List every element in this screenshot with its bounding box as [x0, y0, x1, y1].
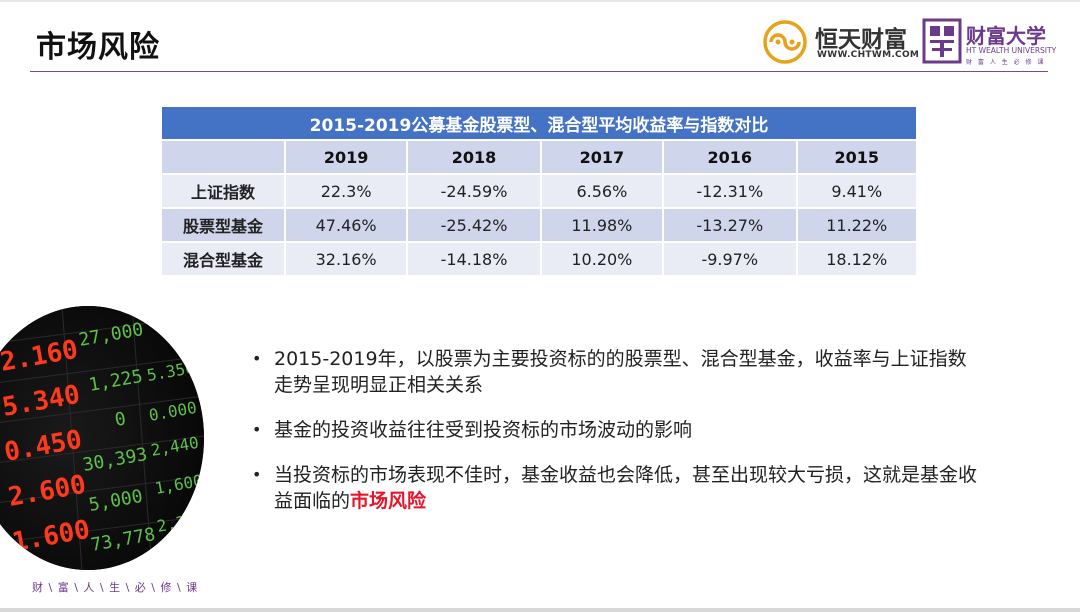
footer-motto: 财 \ 富 \ 人 \ 生 \ 必 \ 修 \ 课 [32, 581, 199, 594]
highlight-term: 市场风险 [350, 490, 427, 512]
table-cell: -12.31% [664, 173, 798, 207]
column-header: 2016 [664, 139, 798, 173]
bullet-marker: • [252, 420, 262, 439]
bullet-item: • 基金的投资收益往往受到投资标的市场波动的影响 [244, 417, 984, 443]
row-label: 上证指数 [162, 173, 286, 207]
title-divider [30, 71, 1048, 72]
bullet-text: 2015-2019年，以股票为主要投资标的的股票型、混合型基金，收益率与上证指数… [274, 348, 967, 396]
table-caption: 2015-2019公募基金股票型、混合型平均收益率与指数对比 [162, 107, 916, 139]
hengtian-logo: 恒天财富 WWW.CHTWM.COM [763, 18, 919, 66]
ticker-number: 0 [113, 408, 127, 431]
wealth-university-logo: 财富大学 HT WEALTH UNIVERSITY 财 富 人 生 必 修 课 [922, 18, 1056, 66]
bullet-marker: • [252, 465, 262, 484]
bullet-text: 当投资标的市场表现不佳时，基金收益也会降低，甚至出现较大亏损，这就是基金收益面临… [274, 464, 978, 512]
table-row: 上证指数 22.3% -24.59% 6.56% -12.31% 9.41% [162, 173, 916, 207]
row-label: 混合型基金 [162, 241, 286, 275]
bullet-list: • 2015-2019年，以股票为主要投资标的的股票型、混合型基金，收益率与上证… [244, 346, 984, 533]
university-seal-logo-icon [922, 18, 962, 64]
bottom-border [0, 608, 1080, 612]
table-cell: -24.59% [408, 173, 542, 207]
page-title: 市场风险 [36, 30, 160, 65]
bullet-marker: • [252, 349, 262, 368]
stock-ticker-image: 2.160 5.340 0.450 2.600 1.600 27,000 1,2… [0, 306, 204, 570]
logo-secondary-tagline: 财 富 人 生 必 修 课 [966, 59, 1046, 66]
table-cell: -14.18% [408, 241, 542, 275]
table-cell: -25.42% [408, 207, 542, 241]
column-header: 2019 [286, 139, 409, 173]
row-label: 股票型基金 [162, 207, 286, 241]
logo-secondary-english: HT WEALTH UNIVERSITY [966, 46, 1057, 55]
logo-primary-name: 恒天财富 [815, 27, 907, 53]
logo-secondary-name: 财富大学 [966, 24, 1046, 48]
column-header: 2015 [797, 139, 916, 173]
table-row: 混合型基金 32.16% -14.18% 10.20% -9.97% 18.12… [162, 241, 916, 275]
table-cell: 32.16% [286, 241, 409, 275]
table-cell: 6.56% [541, 173, 665, 207]
table-cell: 18.12% [797, 241, 916, 275]
logo-primary-url: WWW.CHTWM.COM [817, 50, 920, 60]
top-border [0, 0, 1080, 2]
table-cell: -13.27% [664, 207, 798, 241]
table-cell: 9.41% [797, 173, 916, 207]
table-cell: 11.98% [541, 207, 665, 241]
bullet-item: • 2015-2019年，以股票为主要投资标的的股票型、混合型基金，收益率与上证… [244, 346, 984, 398]
table-cell: 10.20% [541, 241, 665, 275]
table-cell: 11.22% [797, 207, 916, 241]
table-cell: 47.46% [286, 207, 409, 241]
bullet-text: 基金的投资收益往往受到投资标的市场波动的影响 [274, 419, 693, 441]
ht-swirl-logo-icon [763, 20, 807, 64]
table-row: 股票型基金 47.46% -25.42% 11.98% -13.27% 11.2… [162, 207, 916, 241]
bullet-item: • 当投资标的市场表现不佳时，基金收益也会降低，甚至出现较大亏损，这就是基金收益… [244, 462, 984, 514]
table-cell: -9.97% [664, 241, 798, 275]
column-header: 2017 [541, 139, 665, 173]
column-header [162, 139, 286, 173]
fund-return-table: 2015-2019公募基金股票型、混合型平均收益率与指数对比 2019 2018… [162, 107, 916, 275]
column-header: 2018 [408, 139, 542, 173]
table-header-row: 2019 2018 2017 2016 2015 [162, 139, 916, 173]
table-cell: 22.3% [286, 173, 409, 207]
